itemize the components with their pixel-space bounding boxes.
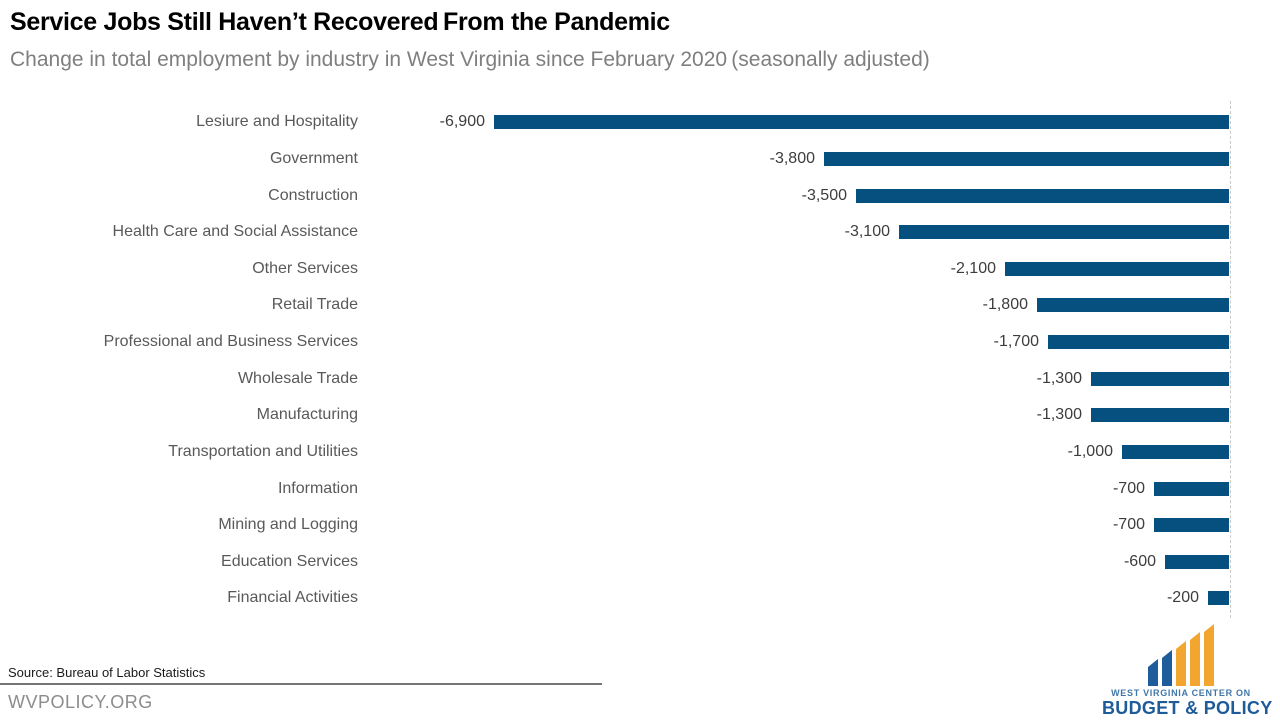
chart-row: Transportation and Utilities -1,000 [0,434,1231,471]
org-logo: WEST VIRGINIA CENTER ON BUDGET & POLICY [1102,624,1273,719]
value-label: -2,100 [950,259,996,277]
data-bar [1005,261,1229,276]
data-bar [494,115,1229,130]
logo-bar-icon [1204,624,1214,686]
category-label: Construction [268,186,358,204]
logo-bar-icon [1190,632,1200,686]
data-bar [899,225,1229,240]
logo-org-title: BUDGET & POLICY [1102,698,1273,718]
category-label: Information [277,479,358,497]
data-bar [856,188,1229,203]
category-label: Lesiure and Hospitality [196,113,358,131]
category-label: Health Care and Social Assistance [112,223,358,241]
data-bar [1165,554,1229,569]
category-label: Manufacturing [256,406,358,424]
chart-row: Mining and Logging -700 [0,507,1231,544]
category-label: Other Services [252,259,358,277]
logo-bar-icon [1162,650,1172,686]
value-label: -200 [1166,589,1199,607]
footer-divider [0,683,602,685]
website-text: WVPOLICY.ORG [8,692,153,712]
data-bar [1122,444,1229,459]
logo-rising-bars-icon [1102,624,1260,686]
chart-row: Education Services -600 [0,544,1231,581]
logo-bar-icon [1148,659,1158,686]
chart-subtitle: Change in total employment by industry i… [10,48,930,71]
value-label: -1,300 [1036,406,1082,424]
value-label: -3,500 [801,186,847,204]
data-bar [1048,335,1229,350]
category-label: Financial Activities [227,589,358,607]
value-label: -1,300 [1036,369,1082,387]
value-label: -600 [1123,552,1156,570]
logo-bar-icon [1176,641,1186,686]
chart-row: Information -700 [0,470,1231,507]
chart-title: Service Jobs Still Haven’t Recovered Fro… [10,8,670,36]
chart-row: Other Services -2,100 [0,251,1231,288]
chart-row: Financial Activities -200 [0,580,1231,617]
zero-axis-line [1230,101,1231,618]
data-bar [1208,591,1229,606]
source-note: Source: Bureau of Labor Statistics [8,665,206,680]
data-bar [1091,371,1229,386]
value-label: -700 [1112,479,1145,497]
chart-row: Construction -3,500 [0,177,1231,214]
value-label: -3,100 [844,223,890,241]
data-bar [824,151,1229,166]
logo-org-name: WEST VIRGINIA CENTER ON [1111,688,1251,698]
category-label: Transportation and Utilities [168,442,358,460]
chart-row: Retail Trade -1,800 [0,287,1231,324]
chart-row: Government -3,800 [0,141,1231,178]
value-label: -1,700 [993,333,1039,351]
value-label: -1,800 [982,296,1028,314]
category-label: Education Services [221,552,358,570]
chart-row: Health Care and Social Assistance -3,100 [0,214,1231,251]
category-label: Wholesale Trade [237,369,358,387]
category-label: Government [269,149,358,167]
value-label: -3,800 [769,149,815,167]
value-label: -700 [1112,516,1145,534]
data-bar [1091,408,1229,423]
category-label: Retail Trade [271,296,358,314]
data-bar [1037,298,1229,313]
data-bar [1154,481,1229,496]
chart-row: Wholesale Trade -1,300 [0,360,1231,397]
category-label: Mining and Logging [218,516,358,534]
category-label: Professional and Business Services [103,333,358,351]
data-bar [1154,518,1229,533]
value-label: -6,900 [439,113,485,131]
chart-row: Professional and Business Services -1,700 [0,324,1231,361]
value-label: -1,000 [1067,442,1113,460]
bar-chart-plot-area: Lesiure and Hospitality -6,900 Government -… [0,104,1231,617]
chart-row: Lesiure and Hospitality -6,900 [0,104,1231,141]
chart-row: Manufacturing -1,300 [0,397,1231,434]
